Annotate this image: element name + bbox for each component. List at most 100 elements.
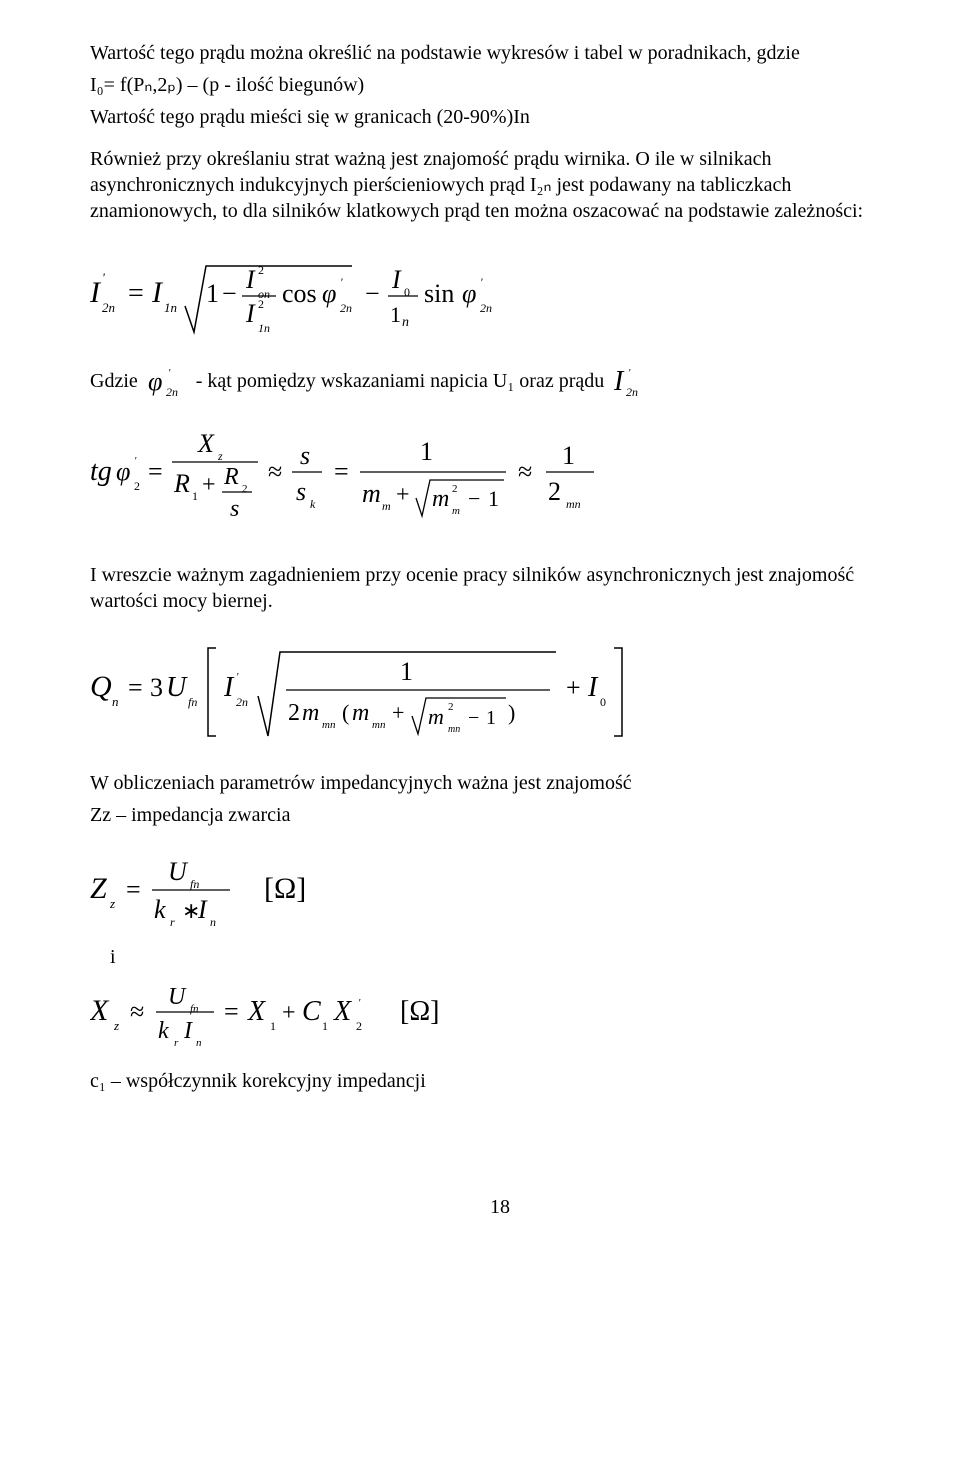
svg-text:): ) (508, 700, 515, 725)
svg-text:Z: Z (90, 872, 107, 905)
svg-text:2: 2 (258, 263, 264, 277)
svg-text:I: I (223, 672, 235, 703)
svg-text:1n: 1n (164, 300, 177, 315)
svg-text:1: 1 (390, 302, 401, 327)
svg-text:0: 0 (600, 695, 606, 709)
svg-text:+: + (392, 700, 404, 725)
svg-text:=: = (128, 673, 143, 702)
svg-text:1: 1 (322, 1019, 328, 1033)
paragraph-reactive-power: I wreszcie ważnym zagadnieniem przy ocen… (90, 562, 910, 614)
svg-text:φ: φ (148, 367, 162, 396)
svg-text:=: = (128, 278, 144, 309)
svg-text:+: + (202, 472, 216, 498)
svg-text:mn: mn (566, 497, 581, 511)
svg-text:1n: 1n (258, 321, 270, 335)
svg-text:': ' (236, 671, 239, 683)
svg-text:≈: ≈ (268, 457, 282, 486)
svg-text:1: 1 (192, 489, 198, 503)
svg-text:2n: 2n (166, 385, 178, 398)
svg-text:n: n (210, 915, 216, 929)
svg-text:I: I (245, 265, 256, 294)
svg-text:fn: fn (190, 1003, 199, 1015)
svg-text:+: + (396, 482, 410, 508)
svg-text:': ' (358, 997, 361, 1009)
paragraph-impedance: W obliczeniach parametrów impedancyjnych… (90, 770, 910, 796)
equation-tgphi: tg φ ' 2 = X z R 1 + R 2 s ≈ s s k = 1 m… (90, 420, 910, 540)
svg-text:=: = (334, 457, 349, 486)
svg-text:I: I (183, 1018, 193, 1044)
svg-text:2n: 2n (102, 300, 115, 315)
svg-text:I: I (587, 672, 599, 703)
svg-text:φ: φ (116, 457, 130, 486)
svg-text:2: 2 (548, 477, 561, 506)
svg-text:R: R (173, 469, 190, 498)
svg-text:1: 1 (270, 1019, 276, 1033)
svg-text:k: k (158, 1018, 169, 1044)
svg-text:≈: ≈ (518, 457, 532, 486)
svg-text:mn: mn (322, 719, 336, 731)
svg-text:[Ω]: [Ω] (400, 996, 439, 1027)
svg-text:I: I (245, 299, 256, 328)
svg-text:2: 2 (242, 483, 248, 495)
svg-text:1: 1 (400, 657, 413, 686)
svg-text:1: 1 (488, 486, 499, 511)
svg-text:cos: cos (282, 279, 317, 308)
svg-text:+: + (282, 1000, 296, 1026)
svg-text:mn: mn (372, 719, 386, 731)
svg-text:I: I (391, 265, 402, 294)
svg-text:I: I (90, 276, 102, 309)
svg-text:tg: tg (90, 456, 112, 487)
svg-text:3: 3 (150, 673, 163, 702)
svg-text:': ' (480, 275, 483, 289)
line-gdzie: Gdzie φ ' 2n - kąt pomiędzy wskazaniami … (90, 364, 910, 398)
svg-text:z: z (113, 1018, 119, 1033)
paragraph-rotor-current: Również przy określaniu strat ważną jest… (90, 146, 910, 224)
svg-text:=: = (224, 997, 239, 1026)
svg-text:k: k (310, 497, 316, 511)
svg-text:−: − (468, 486, 480, 511)
svg-text:': ' (340, 275, 343, 289)
svg-text:z: z (217, 449, 223, 463)
svg-text:r: r (170, 915, 175, 929)
svg-text:(: ( (342, 700, 349, 725)
svg-text:[Ω]: [Ω] (264, 872, 306, 905)
svg-text:1: 1 (562, 441, 575, 470)
svg-text:m: m (452, 505, 460, 517)
svg-text:m: m (302, 700, 319, 726)
svg-text:φ: φ (462, 279, 476, 308)
svg-text:2n: 2n (480, 301, 492, 315)
svg-text:n: n (402, 315, 409, 330)
svg-text:+: + (566, 673, 581, 702)
svg-text:=: = (148, 457, 163, 486)
svg-text:r: r (174, 1037, 179, 1046)
svg-text:fn: fn (190, 877, 199, 891)
svg-text:': ' (168, 367, 171, 379)
svg-text:R: R (223, 464, 239, 490)
svg-text:m: m (428, 704, 444, 729)
svg-text:−: − (365, 279, 380, 308)
svg-text:−: − (222, 279, 237, 308)
svg-text:1: 1 (420, 437, 433, 466)
svg-text:X: X (333, 996, 352, 1027)
svg-text:X: X (197, 429, 215, 458)
svg-text:n: n (196, 1037, 202, 1046)
svg-text:U: U (168, 984, 187, 1010)
line-i0-def: I₀= f(Pₙ,2ₚ) – (p - ilość biegunów) (90, 72, 910, 98)
svg-text:X: X (247, 996, 266, 1027)
svg-text:φ: φ (322, 279, 336, 308)
svg-text:s: s (296, 477, 306, 506)
svg-text:1: 1 (206, 279, 219, 308)
svg-text:2: 2 (258, 297, 264, 311)
equation-i2n: I ' 2n = I 1n 1 − I 2 on I 2 1n cos φ ' … (90, 246, 910, 342)
paragraph-intro: Wartość tego prądu można określić na pod… (90, 40, 910, 66)
svg-text:1: 1 (486, 707, 496, 729)
svg-text:mn: mn (448, 724, 460, 735)
page-number: 18 (90, 1194, 910, 1220)
svg-text:I: I (197, 895, 208, 924)
svg-text:m: m (352, 700, 369, 726)
text-angle-desc: - kąt pomiędzy wskazaniami napicia U₁ or… (196, 368, 604, 394)
line-zz: Zz – impedancja zwarcia (90, 802, 910, 828)
equation-qn: Q n = 3 U fn I ' 2n 1 2 m mn ( m mn + m … (90, 636, 910, 748)
svg-text:2n: 2n (626, 385, 638, 398)
svg-text:2: 2 (448, 701, 454, 713)
